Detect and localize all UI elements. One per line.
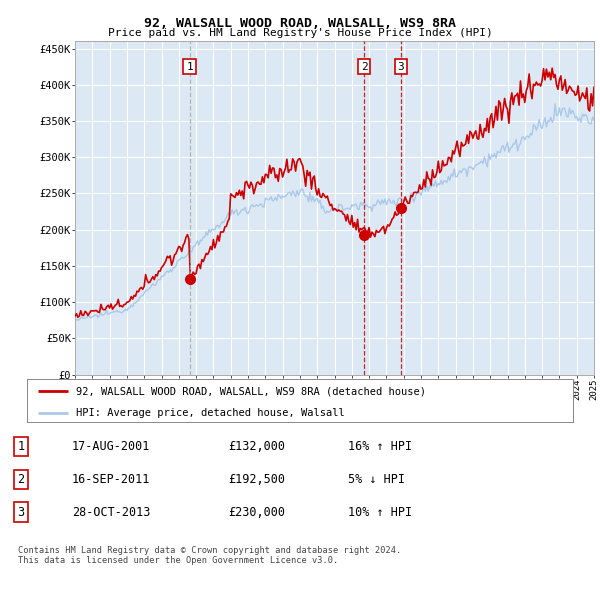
Text: 5% ↓ HPI: 5% ↓ HPI <box>348 473 405 486</box>
Text: 2: 2 <box>361 62 367 71</box>
Text: 1: 1 <box>17 440 25 453</box>
Text: 28-OCT-2013: 28-OCT-2013 <box>72 506 151 519</box>
Text: £192,500: £192,500 <box>228 473 285 486</box>
Text: 17-AUG-2001: 17-AUG-2001 <box>72 440 151 453</box>
Text: £132,000: £132,000 <box>228 440 285 453</box>
Text: 3: 3 <box>397 62 404 71</box>
Text: 10% ↑ HPI: 10% ↑ HPI <box>348 506 412 519</box>
Text: 2: 2 <box>17 473 25 486</box>
Text: 1: 1 <box>186 62 193 71</box>
Text: £230,000: £230,000 <box>228 506 285 519</box>
Text: Price paid vs. HM Land Registry's House Price Index (HPI): Price paid vs. HM Land Registry's House … <box>107 28 493 38</box>
Text: 3: 3 <box>17 506 25 519</box>
Text: 92, WALSALL WOOD ROAD, WALSALL, WS9 8RA: 92, WALSALL WOOD ROAD, WALSALL, WS9 8RA <box>144 17 456 30</box>
Text: 92, WALSALL WOOD ROAD, WALSALL, WS9 8RA (detached house): 92, WALSALL WOOD ROAD, WALSALL, WS9 8RA … <box>76 386 426 396</box>
Text: 16-SEP-2011: 16-SEP-2011 <box>72 473 151 486</box>
Text: 16% ↑ HPI: 16% ↑ HPI <box>348 440 412 453</box>
Text: Contains HM Land Registry data © Crown copyright and database right 2024.
This d: Contains HM Land Registry data © Crown c… <box>18 546 401 565</box>
Text: HPI: Average price, detached house, Walsall: HPI: Average price, detached house, Wals… <box>76 408 345 418</box>
